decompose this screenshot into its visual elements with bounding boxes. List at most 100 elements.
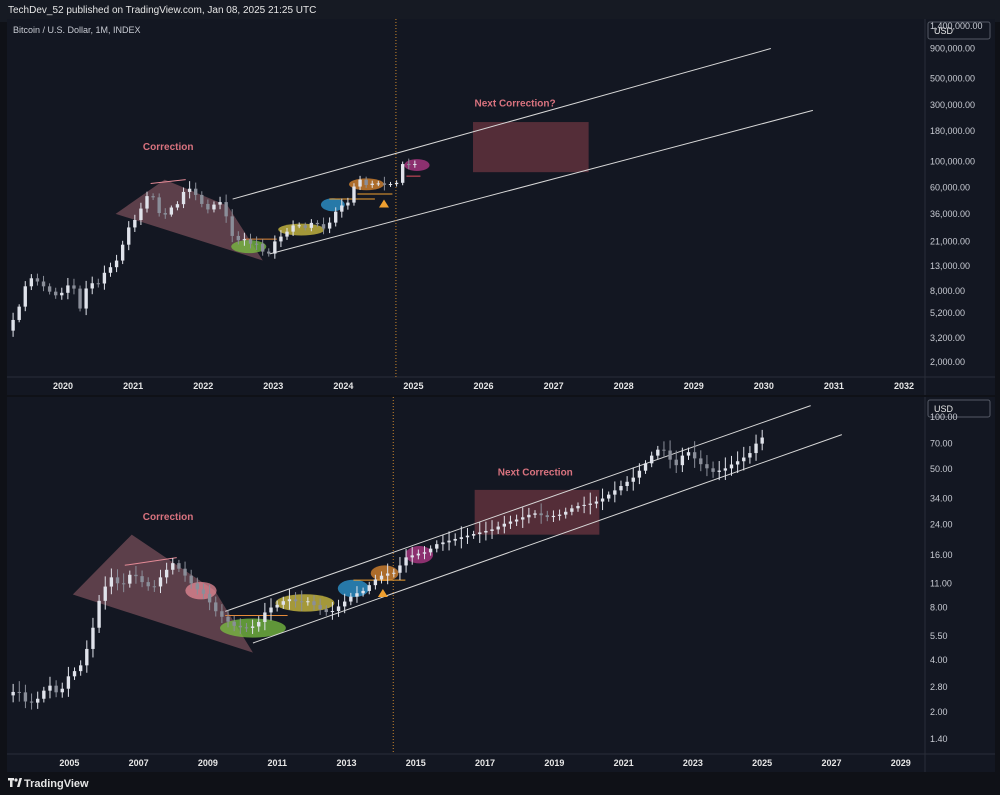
candle-body: [388, 184, 393, 186]
correction-top-line: [124, 557, 177, 566]
candle-body: [385, 573, 390, 576]
x-tick-label: 2029: [891, 758, 911, 768]
candle-body: [238, 625, 242, 628]
candle-body: [195, 583, 200, 590]
candle-body: [66, 676, 71, 689]
brand-name: TradingView: [24, 778, 89, 790]
candle-body: [367, 585, 371, 591]
candle-body: [78, 288, 82, 309]
next-correction-box: [474, 489, 600, 535]
x-tick-label: 2029: [684, 381, 704, 391]
x-tick-label: 2027: [544, 381, 564, 391]
candle-body: [576, 505, 580, 509]
candle-body: [23, 692, 28, 702]
candle-body: [490, 529, 494, 531]
candle-body: [435, 544, 439, 549]
candle-body: [85, 648, 89, 666]
x-tick-label: 2021: [614, 758, 634, 768]
y-tick-label: 4.00: [930, 655, 948, 665]
y-tick-label: 60,000.00: [930, 183, 970, 193]
consolidation-ellipse: [404, 159, 430, 171]
candle-body: [72, 671, 77, 677]
candle-body: [723, 468, 728, 471]
candle-body: [171, 563, 175, 570]
chart-top-svg[interactable]: Bitcoin / U.S. Dollar, 1M, INDEX USD1,400…: [7, 19, 995, 395]
chart-pane-top[interactable]: Bitcoin / U.S. Dollar, 1M, INDEX USD 1,400…: [7, 19, 995, 395]
y-tick-label: 1,400,000.00: [930, 21, 983, 31]
x-tick-label: 2025: [403, 381, 423, 391]
candle-body: [54, 685, 58, 693]
candle-body: [66, 285, 70, 293]
candle-body: [146, 582, 150, 587]
candle-body: [29, 278, 34, 287]
x-tick-label: 2024: [333, 381, 353, 391]
candle-body: [729, 464, 734, 469]
y-tick-label: 36,000.00: [930, 209, 970, 219]
candle-body: [108, 267, 113, 273]
candle-body: [263, 612, 267, 622]
candle-body: [267, 251, 271, 254]
candle-body: [48, 685, 52, 691]
candle-body: [760, 437, 764, 444]
candle-body: [169, 207, 174, 215]
candle-body: [625, 481, 629, 487]
candle-body: [157, 197, 161, 214]
y-tick-label: 100,000.00: [930, 156, 975, 166]
candle-body: [680, 455, 685, 466]
candle-body: [400, 164, 405, 183]
candle-body: [699, 458, 703, 465]
candle-body: [297, 225, 301, 227]
currency-button[interactable]: [927, 399, 991, 418]
candle-body: [373, 579, 378, 586]
candle-body: [115, 577, 120, 584]
annotation-label: Correction: [143, 512, 194, 523]
candle-body: [643, 463, 648, 471]
candle-body: [496, 526, 500, 530]
y-tick-label: 100.00: [930, 412, 958, 422]
candle-body: [352, 186, 356, 203]
x-tick-label: 2013: [336, 758, 356, 768]
candle-body: [293, 599, 298, 602]
candle-body: [244, 627, 249, 629]
candle-body: [281, 601, 285, 605]
candle-body: [273, 241, 277, 254]
x-tick-label: 2015: [406, 758, 426, 768]
x-tick-label: 2022: [193, 381, 213, 391]
currency-label: USD: [934, 26, 954, 36]
candle-body: [336, 606, 341, 612]
candle-body: [134, 574, 138, 577]
chart-pane-bottom[interactable]: USD 100.00 70.00 50.00 34.00 24.00 16.00 11.00 8…: [7, 397, 995, 772]
candle-body: [90, 283, 94, 289]
candle-body: [96, 283, 100, 285]
candle-body: [114, 260, 119, 268]
candle-body: [250, 626, 255, 628]
x-tick-label: 2030: [754, 381, 774, 391]
y-tick-label: 2.00: [930, 707, 948, 717]
candle-body: [346, 202, 350, 206]
y-tick-label: 21,000.00: [930, 236, 970, 246]
x-tick-label: 2021: [123, 381, 143, 391]
annotation-label: Correction: [143, 142, 194, 153]
consolidation-ellipse: [320, 198, 345, 212]
currency-button[interactable]: [927, 21, 991, 40]
candle-body: [521, 517, 525, 520]
candle-body: [120, 244, 125, 261]
candle-body: [187, 188, 192, 192]
candle-body: [358, 179, 362, 187]
candle-body: [163, 213, 167, 215]
candle-body: [404, 557, 408, 566]
candle-body: [321, 224, 326, 229]
y-tick-label: 900,000.00: [930, 44, 975, 54]
candle-body: [465, 535, 470, 538]
x-tick-label: 2007: [129, 758, 149, 768]
y-tick-label: 8,000.00: [930, 286, 965, 296]
y-tick-label: 11.00: [930, 578, 952, 588]
y-tick-label: 70.00: [930, 439, 953, 449]
candle-body: [382, 183, 387, 185]
candle-body: [91, 627, 95, 649]
candle-body: [674, 459, 678, 466]
candle-body: [128, 574, 132, 584]
candle-body: [588, 503, 592, 505]
candle-body: [183, 568, 187, 576]
